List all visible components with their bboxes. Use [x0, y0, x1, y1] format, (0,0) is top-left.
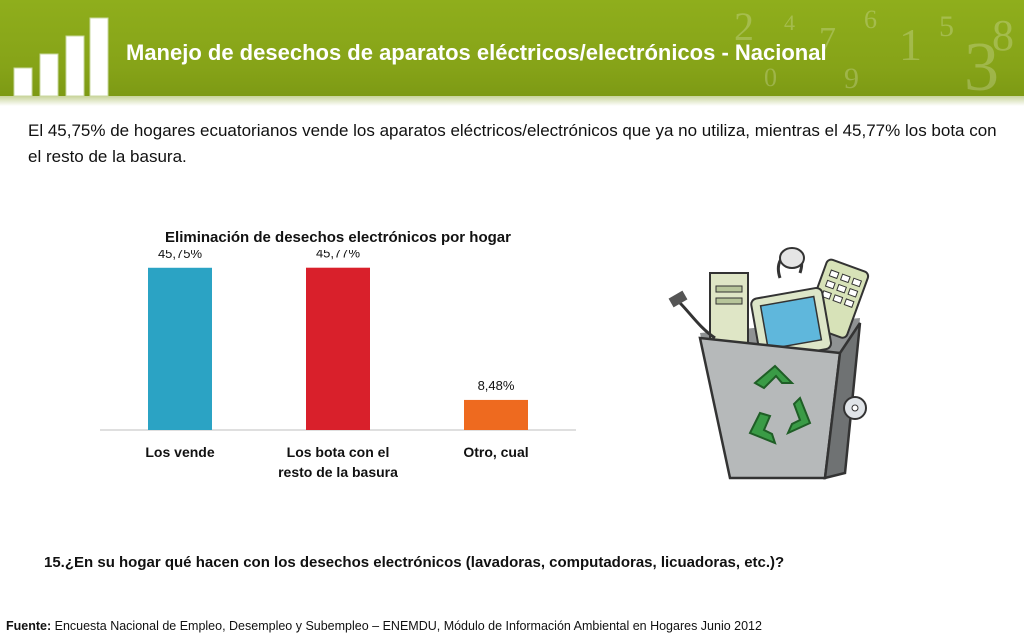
svg-text:3: 3 — [964, 29, 999, 96]
header-shadow — [0, 96, 1024, 106]
category-label-3: Otro, cual — [463, 444, 528, 460]
survey-question: 15.¿En su hogar qué hacen con los desech… — [44, 554, 785, 571]
svg-text:0: 0 — [764, 63, 777, 92]
svg-text:4: 4 — [784, 10, 795, 35]
svg-text:8: 8 — [992, 11, 1014, 60]
chart-title: Eliminación de desechos electrónicos por… — [165, 229, 511, 246]
source-note: Fuente: Encuesta Nacional de Empleo, Des… — [6, 619, 762, 633]
bar-2 — [306, 267, 370, 430]
page-title: Manejo de desechos de aparatos eléctrico… — [126, 40, 827, 65]
category-label-2: Los bota con el resto de la basura — [278, 444, 398, 480]
svg-text:6: 6 — [864, 5, 877, 34]
svg-text:9: 9 — [844, 62, 859, 95]
data-label-3: 8,48% — [478, 378, 515, 393]
svg-text:7: 7 — [819, 21, 836, 58]
bar-3 — [464, 399, 528, 430]
source-text: Encuesta Nacional de Empleo, Desempleo y… — [51, 619, 762, 633]
header-bar: 2 4 7 6 1 5 3 8 9 0 Manejo de desechos d… — [0, 0, 1024, 96]
recycling-bin-electronics-icon — [668, 247, 870, 480]
svg-text:1: 1 — [899, 19, 922, 70]
source-label: Fuente: — [6, 619, 52, 633]
svg-text:2: 2 — [734, 4, 754, 49]
svg-text:5: 5 — [939, 10, 954, 43]
bar-chart: 45,75% Los vende 45,77% Los bota con el rest… — [100, 250, 576, 480]
intro-paragraph: El 45,75% de hogares ecuatorianos vende … — [28, 121, 997, 166]
category-label-1: Los vende — [145, 444, 214, 460]
decorative-digits-icon: 2 4 7 6 1 5 3 8 9 0 — [734, 4, 1014, 96]
data-label-1: 45,75% — [158, 250, 203, 261]
data-label-2: 45,77% — [316, 250, 361, 261]
bar-chart-logo-icon — [13, 17, 109, 96]
bar-1 — [148, 267, 212, 430]
